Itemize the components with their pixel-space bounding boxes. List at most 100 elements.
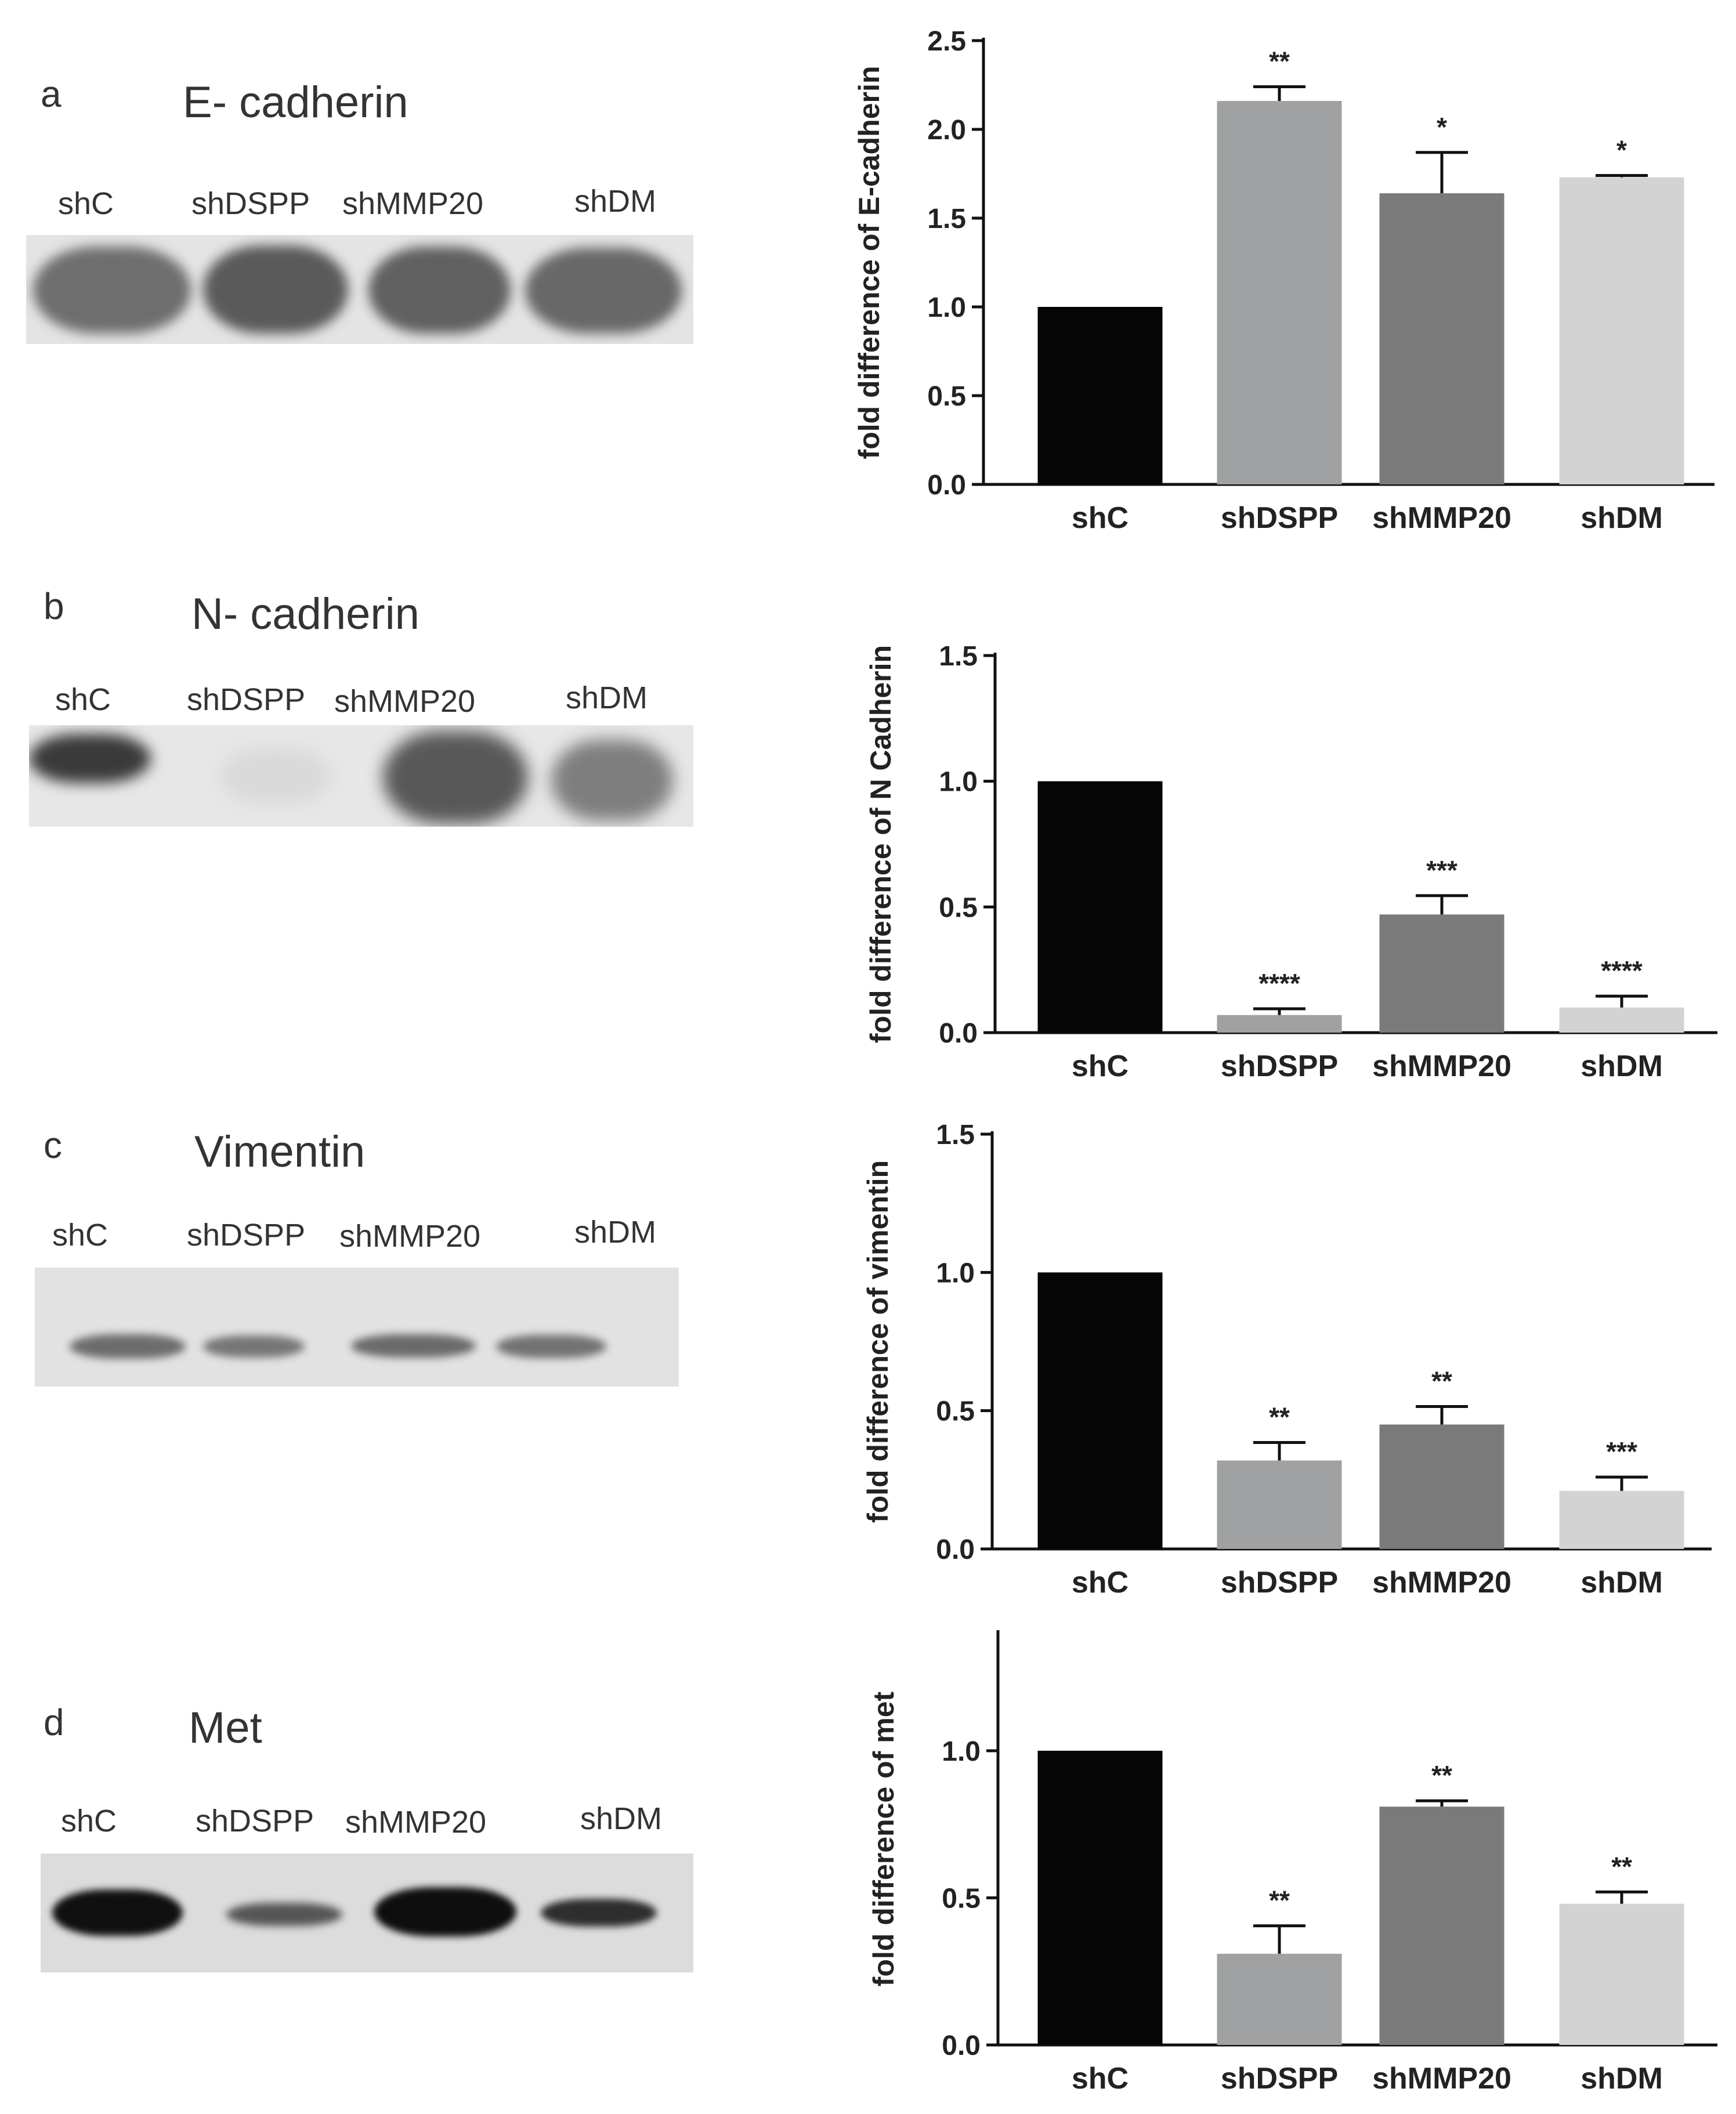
x-tick-label: shMMP20	[1372, 2062, 1511, 2095]
bar-shmmp20	[1379, 1807, 1504, 2045]
bar-shdspp	[1217, 1953, 1342, 2045]
blot-band-shdspp	[203, 1335, 305, 1358]
lane-label-shc: shC	[52, 1218, 108, 1253]
lane-label-shdm: shDM	[580, 1801, 663, 1836]
y-tick-label: 0.0	[942, 2030, 981, 2061]
blot-band-shdm	[551, 740, 673, 821]
significance-marker: **	[1611, 1851, 1632, 1881]
significance-marker: **	[1431, 1366, 1452, 1396]
lane-label-shdspp: shDSPP	[196, 1804, 314, 1838]
significance-marker: ****	[1258, 968, 1300, 998]
x-tick-label: shC	[1072, 2062, 1129, 2095]
y-tick-label: 0.0	[939, 1018, 978, 1049]
x-tick-label: shMMP20	[1372, 501, 1511, 535]
x-tick-label: shC	[1072, 1049, 1129, 1083]
blot-band-shdspp	[203, 245, 348, 334]
significance-marker: *	[1437, 112, 1447, 142]
panel-letter-a: a	[41, 73, 62, 115]
blot-band-shdspp	[226, 1903, 342, 1926]
x-tick-label: shDM	[1581, 1566, 1663, 1599]
bar-shdm	[1559, 1490, 1684, 1549]
bar-shdm	[1559, 177, 1684, 484]
significance-marker: ***	[1426, 855, 1457, 885]
x-tick-label: shC	[1072, 501, 1129, 535]
bar-shdspp	[1217, 1460, 1342, 1549]
blot-band-shc	[29, 734, 151, 783]
y-axis-title: fold difference of met	[867, 1691, 900, 1986]
blot-band-shmmp20	[383, 731, 528, 824]
blot-band-shmmp20	[368, 247, 511, 334]
blot-title-e-cadherin: E- cadherin	[183, 78, 408, 127]
blot-band-shc	[52, 1889, 183, 1936]
blot-band-shdspp	[220, 748, 331, 803]
lane-label-shdm: shDM	[574, 184, 657, 219]
panel-letter-c: c	[44, 1124, 62, 1166]
bar-shdm	[1559, 1007, 1684, 1033]
panel-letter-d: d	[44, 1702, 64, 1743]
y-tick-label: 0.0	[927, 470, 966, 501]
blot-title-met: Met	[189, 1703, 262, 1753]
blot-band-shc	[70, 1334, 186, 1359]
lane-label-shc: shC	[61, 1804, 117, 1838]
y-tick-label: 0.0	[936, 1534, 975, 1565]
y-tick-label: 1.0	[942, 1736, 981, 1767]
y-tick-label: 0.5	[942, 1883, 981, 1914]
lane-label-shmmp20: shMMP20	[334, 684, 476, 719]
y-tick-label: 1.5	[939, 641, 978, 672]
bar-shc	[1037, 1272, 1163, 1549]
x-tick-label: shDSPP	[1221, 1566, 1338, 1599]
lane-label-shdspp: shDSPP	[191, 186, 310, 221]
bar-shc	[1037, 781, 1163, 1033]
lane-label-shmmp20: shMMP20	[339, 1219, 481, 1254]
lane-label-shmmp20: shMMP20	[345, 1805, 487, 1840]
significance-marker: ***	[1606, 1436, 1637, 1467]
x-tick-label: shDM	[1581, 501, 1663, 535]
western-blot-met	[41, 1854, 693, 1972]
bar-shmmp20	[1379, 193, 1504, 484]
blot-band-shdm	[541, 1899, 657, 1927]
blot-band-shdm	[496, 1335, 606, 1358]
bar-shc	[1037, 307, 1163, 484]
y-tick-label: 2.0	[927, 115, 966, 146]
bar-shdm	[1559, 1903, 1684, 2045]
y-axis-title: fold difference of E-cadherin	[853, 66, 885, 459]
panel-letter-b: b	[44, 585, 64, 627]
y-tick-label: 1.5	[927, 204, 966, 234]
blot-band-shc	[33, 247, 191, 334]
y-axis-title: fold difference of vimentin	[862, 1160, 894, 1523]
significance-marker: **	[1269, 1885, 1290, 1916]
y-tick-label: 0.5	[939, 892, 978, 923]
western-blot-e-cadherin	[26, 235, 693, 344]
y-axis-title: fold difference of N Cadherin	[865, 645, 897, 1043]
lane-label-shdspp: shDSPP	[187, 682, 306, 717]
lane-label-shdm: shDM	[574, 1215, 657, 1250]
significance-marker: **	[1269, 1402, 1290, 1432]
x-tick-label: shDSPP	[1221, 2062, 1338, 2095]
significance-marker: **	[1269, 46, 1290, 77]
lane-label-shdspp: shDSPP	[187, 1218, 306, 1253]
x-tick-label: shC	[1072, 1566, 1129, 1599]
significance-marker: **	[1431, 1760, 1452, 1790]
x-tick-label: shDSPP	[1221, 1049, 1338, 1083]
western-blot-n-cadherin	[29, 725, 693, 827]
y-tick-label: 1.0	[936, 1258, 975, 1288]
y-tick-label: 1.0	[927, 292, 966, 323]
blot-title-n-cadherin: N- cadherin	[191, 589, 419, 639]
y-tick-label: 1.5	[936, 1120, 975, 1150]
x-tick-label: shDSPP	[1221, 501, 1338, 535]
blot-band-shdm	[525, 248, 682, 334]
western-blot-vimentin	[35, 1268, 679, 1387]
significance-marker: *	[1616, 135, 1627, 165]
bar-shc	[1037, 1750, 1163, 2045]
x-tick-label: shMMP20	[1372, 1049, 1511, 1083]
x-tick-label: shDM	[1581, 2062, 1663, 2095]
y-tick-label: 0.5	[936, 1396, 975, 1427]
blot-title-vimentin: Vimentin	[194, 1127, 366, 1177]
y-tick-label: 1.0	[939, 767, 978, 798]
x-tick-label: shMMP20	[1372, 1566, 1511, 1599]
blot-band-shmmp20	[374, 1887, 516, 1936]
bar-shdspp	[1217, 1015, 1342, 1033]
lane-label-shc: shC	[58, 186, 114, 221]
lane-label-shdm: shDM	[566, 680, 648, 715]
